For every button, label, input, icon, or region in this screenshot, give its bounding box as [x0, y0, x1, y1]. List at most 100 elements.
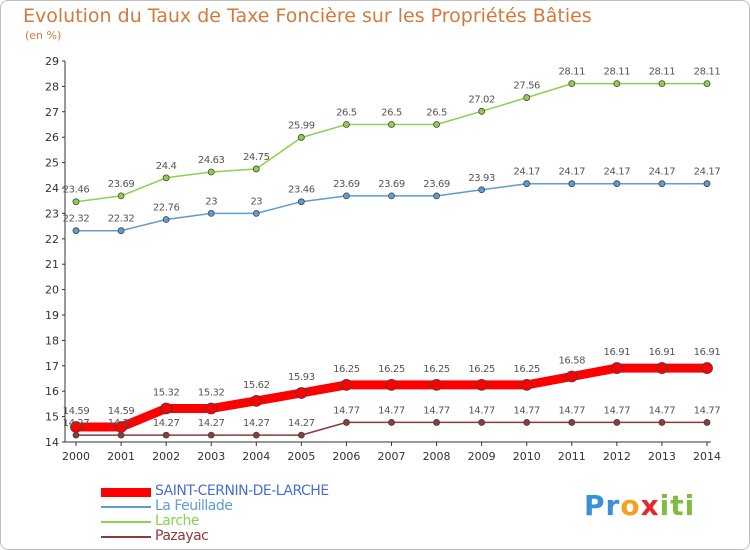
data-label-saint-cernin-de-larche: 15.93: [288, 372, 315, 383]
proxiti-logo: Proxiti: [584, 489, 695, 522]
data-label-larche: 28.11: [649, 67, 676, 78]
data-label-larche: 24.75: [243, 152, 270, 163]
y-tick-label: 28: [45, 80, 59, 93]
data-point-pazayac: [613, 419, 621, 426]
data-label-pazayac: 14.77: [423, 405, 450, 416]
data-label-la-feuillade: 23: [250, 196, 262, 207]
data-point-pazayac: [388, 419, 395, 426]
chart-axes: 14 15 16 17 18 19 20 21 22 23 24 25 26 27 28 29 2000 2001…: [45, 55, 721, 463]
data-label-saint-cernin-de-larche: 16.25: [423, 364, 450, 375]
data-point-saint-cernin-de-larche: [610, 362, 623, 374]
data-point-saint-cernin-de-larche: [205, 402, 218, 415]
data-label-la-feuillade: 23.69: [378, 179, 405, 190]
data-point-larche: [523, 94, 531, 101]
y-tick-label: 16: [45, 385, 59, 398]
data-label-la-feuillade: 22.76: [153, 202, 180, 213]
data-point-larche: [297, 134, 305, 141]
data-point-larche: [568, 80, 576, 88]
data-label-saint-cernin-de-larche: 16.25: [333, 364, 360, 375]
x-tick-label: 2000: [62, 450, 90, 463]
data-point-la-feuillade: [433, 192, 440, 200]
legend-swatch: [101, 506, 151, 508]
data-point-larche: [343, 121, 350, 128]
data-point-la-feuillade: [207, 209, 215, 217]
data-label-pazayac: 14.27: [153, 418, 180, 429]
data-label-pazayac: 14.27: [198, 418, 225, 429]
data-label-saint-cernin-de-larche: 16.91: [604, 347, 631, 358]
data-label-saint-cernin-de-larche: 16.91: [694, 347, 721, 358]
x-tick-label: 2013: [648, 450, 676, 463]
x-tick-label: 2007: [378, 450, 406, 463]
data-point-saint-cernin-de-larche: [160, 402, 173, 415]
data-label-larche: 27.56: [513, 81, 540, 92]
data-label-saint-cernin-de-larche: 14.59: [108, 406, 135, 417]
logo-letter: t: [670, 489, 685, 522]
y-tick-label: 22: [45, 233, 59, 246]
logo-letter: o: [620, 489, 641, 522]
data-label-la-feuillade: 23.69: [423, 179, 450, 190]
data-point-la-feuillade: [72, 227, 80, 235]
x-tick-label: 2003: [197, 450, 225, 463]
data-point-pazayac: [252, 431, 260, 439]
x-tick-label: 2008: [423, 450, 451, 463]
data-label-pazayac: 14.77: [513, 405, 540, 416]
logo-letter: i: [659, 489, 671, 522]
data-point-larche: [207, 168, 215, 176]
data-point-la-feuillade: [613, 180, 621, 188]
x-tick-label: 2005: [287, 450, 315, 463]
data-label-pazayac: 14.77: [649, 405, 676, 416]
y-tick-label: 19: [45, 309, 59, 322]
x-tick-label: 2014: [693, 450, 721, 463]
data-point-larche: [162, 174, 170, 182]
y-tick-label: 14: [45, 436, 59, 449]
data-point-saint-cernin-de-larche: [430, 378, 443, 391]
data-label-la-feuillade: 24.17: [649, 167, 676, 178]
data-label-saint-cernin-de-larche: 15.32: [153, 387, 180, 398]
data-label-larche: 24.63: [198, 155, 225, 166]
x-tick-label: 2011: [558, 450, 586, 463]
y-tick-label: 24: [45, 182, 59, 195]
y-tick-label: 18: [45, 334, 59, 347]
data-label-la-feuillade: 24.17: [604, 167, 631, 178]
y-tick-label: 23: [45, 207, 59, 220]
legend-label: Larche: [155, 513, 200, 529]
data-point-saint-cernin-de-larche: [340, 378, 353, 391]
data-point-saint-cernin-de-larche: [701, 362, 713, 374]
data-point-saint-cernin-de-larche: [656, 362, 668, 374]
data-label-pazayac: 14.77: [558, 405, 585, 416]
data-point-larche: [117, 192, 125, 200]
data-point-saint-cernin-de-larche: [250, 394, 263, 407]
data-point-saint-cernin-de-larche: [295, 387, 308, 399]
data-label-pazayac: 14.27: [243, 418, 270, 429]
data-label-la-feuillade: 24.17: [694, 167, 721, 178]
data-labels-layer: 14.59 14.59 15.32 15.32 15.62 15.93 16.25 16.25…: [63, 67, 721, 430]
data-label-saint-cernin-de-larche: 16.25: [378, 364, 405, 375]
data-point-la-feuillade: [568, 180, 576, 188]
series-layer: [70, 80, 713, 439]
y-tick-label: 21: [45, 258, 59, 271]
data-label-larche: 26.5: [426, 108, 447, 119]
x-tick-label: 2002: [152, 450, 180, 463]
data-label-la-feuillade: 23.46: [288, 185, 315, 196]
data-point-saint-cernin-de-larche: [475, 378, 488, 391]
logo-letter: i: [684, 489, 696, 522]
data-label-pazayac: 14.77: [378, 405, 405, 416]
data-label-la-feuillade: 22.32: [63, 214, 90, 225]
legend-label: SAINT-CERNIN-DE-LARCHE: [155, 483, 329, 499]
data-label-pazayac: 14.77: [333, 405, 360, 416]
data-label-saint-cernin-de-larche: 16.58: [558, 355, 585, 366]
data-point-la-feuillade: [252, 209, 260, 217]
data-point-la-feuillade: [523, 180, 531, 188]
y-tick-label: 27: [45, 106, 59, 119]
data-point-larche: [703, 80, 711, 88]
data-label-la-feuillade: 23: [205, 196, 217, 207]
data-point-pazayac: [523, 419, 531, 426]
x-tick-label: 2012: [603, 450, 631, 463]
data-point-larche: [613, 80, 621, 88]
data-point-la-feuillade: [658, 180, 666, 188]
data-point-pazayac: [343, 419, 350, 426]
y-tick-label: 17: [45, 360, 59, 373]
data-point-pazayac: [72, 431, 80, 439]
data-point-saint-cernin-de-larche: [115, 421, 127, 433]
data-point-saint-cernin-de-larche: [70, 421, 82, 433]
